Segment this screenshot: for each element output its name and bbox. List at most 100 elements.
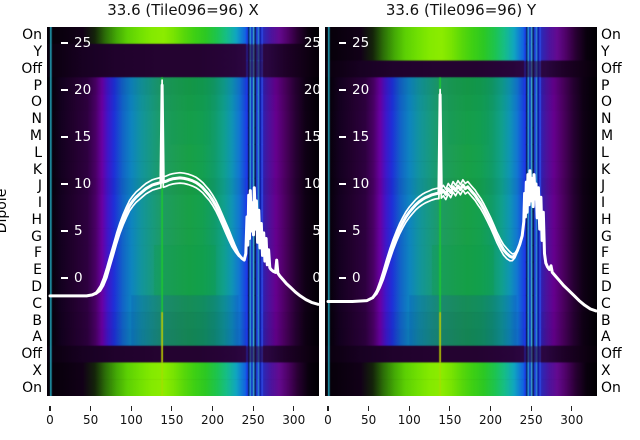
panel-y: 25 20 15 10 5 0: [325, 27, 598, 396]
tick-label: 25: [74, 35, 92, 51]
heatmap-y-canvas: [325, 27, 597, 396]
row-label-g-right: G: [601, 228, 612, 245]
row-label-on-left: On: [22, 27, 42, 44]
x-tick-mark: [130, 406, 132, 411]
inner-db-tick: 20: [339, 82, 370, 98]
inner-db-tick: 25: [61, 35, 92, 51]
x-tick-mark: [530, 406, 532, 411]
row-label-b-left: B: [32, 312, 42, 329]
row-label-d-left: D: [31, 278, 42, 295]
x-tick-label: 150: [438, 413, 462, 427]
inner-db-tick: 10: [61, 176, 92, 192]
inner-db-tick-right: 25: [303, 35, 321, 51]
tick-label: 20: [352, 82, 370, 98]
tick-mark: [339, 42, 346, 44]
x-tick-label: 100: [119, 413, 143, 427]
inner-db-tick-right: 0: [312, 270, 321, 286]
row-label-y-right: Y: [601, 44, 610, 61]
row-label-j-right: J: [601, 178, 606, 195]
row-label-i-right: I: [601, 195, 606, 212]
inner-db-tick-right: 10: [303, 176, 321, 192]
tick-label: 5: [74, 223, 83, 239]
x-tick-label: 300: [282, 413, 306, 427]
tick-label: 10: [74, 176, 92, 192]
x-tick-label: 50: [360, 413, 377, 427]
tick-mark: [339, 89, 346, 91]
x-tick-label: 0: [46, 413, 54, 427]
row-label-a-right: A: [601, 329, 611, 346]
inner-db-tick: 0: [61, 270, 83, 286]
inner-db-tick: 10: [339, 176, 370, 192]
x-tick-mark: [489, 406, 492, 411]
tick-mark: [61, 89, 68, 91]
x-tick-label: 100: [397, 413, 421, 427]
row-label-on-right: On: [601, 27, 621, 44]
row-label-on-right: On: [601, 379, 621, 396]
row-label-d-right: D: [601, 278, 612, 295]
panel-y-title: 33.6 (Tile096=96) Y: [385, 1, 537, 19]
row-label-y-left: Y: [33, 44, 42, 61]
inner-db-tick: 25: [339, 35, 370, 51]
x-tick-label: 200: [201, 413, 224, 427]
row-label-f-left: F: [33, 245, 42, 262]
tick-label: 15: [74, 129, 92, 145]
panel-x-title: 33.6 (Tile096=96) X: [107, 1, 259, 19]
row-label-l-left: L: [34, 144, 42, 161]
row-label-off-right: Off: [601, 346, 622, 363]
tick-mark: [339, 136, 346, 138]
tick-label: 20: [74, 82, 92, 98]
row-label-p-right: P: [601, 77, 610, 94]
row-label-o-right: O: [601, 94, 613, 111]
row-label-c-right: C: [601, 295, 611, 312]
row-label-j-left: J: [37, 178, 42, 195]
x-tick-label: 150: [160, 413, 184, 427]
inner-db-tick-right: 20: [303, 82, 321, 98]
panel-x: 25 25 20 20 15 15 10 10 5 5 0 0: [47, 27, 321, 396]
row-label-g-left: G: [31, 228, 42, 245]
row-label-n-left: N: [31, 111, 42, 128]
row-label-k-right: K: [601, 161, 611, 178]
inner-db-tick: 20: [61, 82, 92, 98]
inner-db-tick: 15: [339, 129, 369, 145]
row-label-off-left: Off: [21, 60, 42, 77]
row-label-h-right: H: [601, 211, 612, 228]
row-label-b-right: B: [601, 312, 611, 329]
inner-db-tick: 15: [61, 129, 92, 145]
tick-label: 0: [352, 270, 361, 286]
row-label-off-left: Off: [21, 346, 42, 363]
row-label-n-right: N: [601, 111, 612, 128]
row-label-x-right: X: [601, 362, 611, 379]
power-trace-y: [326, 88, 598, 313]
tick-mark: [61, 230, 68, 232]
x-tick-label: 50: [82, 413, 99, 427]
x-tick-mark: [368, 406, 370, 411]
row-label-p-left: P: [33, 77, 42, 94]
power-trace-line: [326, 93, 598, 313]
inner-db-tick: 5: [61, 223, 83, 239]
row-label-k-left: K: [32, 161, 42, 178]
x-tick-mark: [252, 406, 254, 411]
tick-mark: [61, 183, 68, 185]
row-label-x-left: X: [32, 362, 42, 379]
row-label-e-left: E: [33, 262, 42, 279]
x-tick-label: 250: [519, 413, 543, 427]
tick-label: 5: [352, 223, 361, 239]
tick-label: 25: [352, 35, 370, 51]
power-trace-x: [48, 79, 320, 306]
tick-label: 10: [352, 176, 370, 192]
x-tick-mark: [571, 406, 573, 411]
tick-mark: [61, 136, 68, 138]
row-label-a-left: A: [32, 329, 42, 346]
x-tick-mark: [49, 406, 51, 411]
x-tick-mark: [293, 406, 295, 411]
row-label-i-left: I: [37, 195, 42, 212]
x-tick-mark: [408, 406, 410, 411]
inner-db-tick: 0: [339, 270, 361, 286]
power-trace-line: [327, 99, 597, 312]
x-tick-mark: [327, 406, 329, 411]
x-tick-label: 300: [560, 413, 584, 427]
x-tick-mark: [211, 406, 214, 411]
heatmap-x-canvas: [47, 27, 319, 396]
x-tick-mark: [90, 406, 92, 411]
